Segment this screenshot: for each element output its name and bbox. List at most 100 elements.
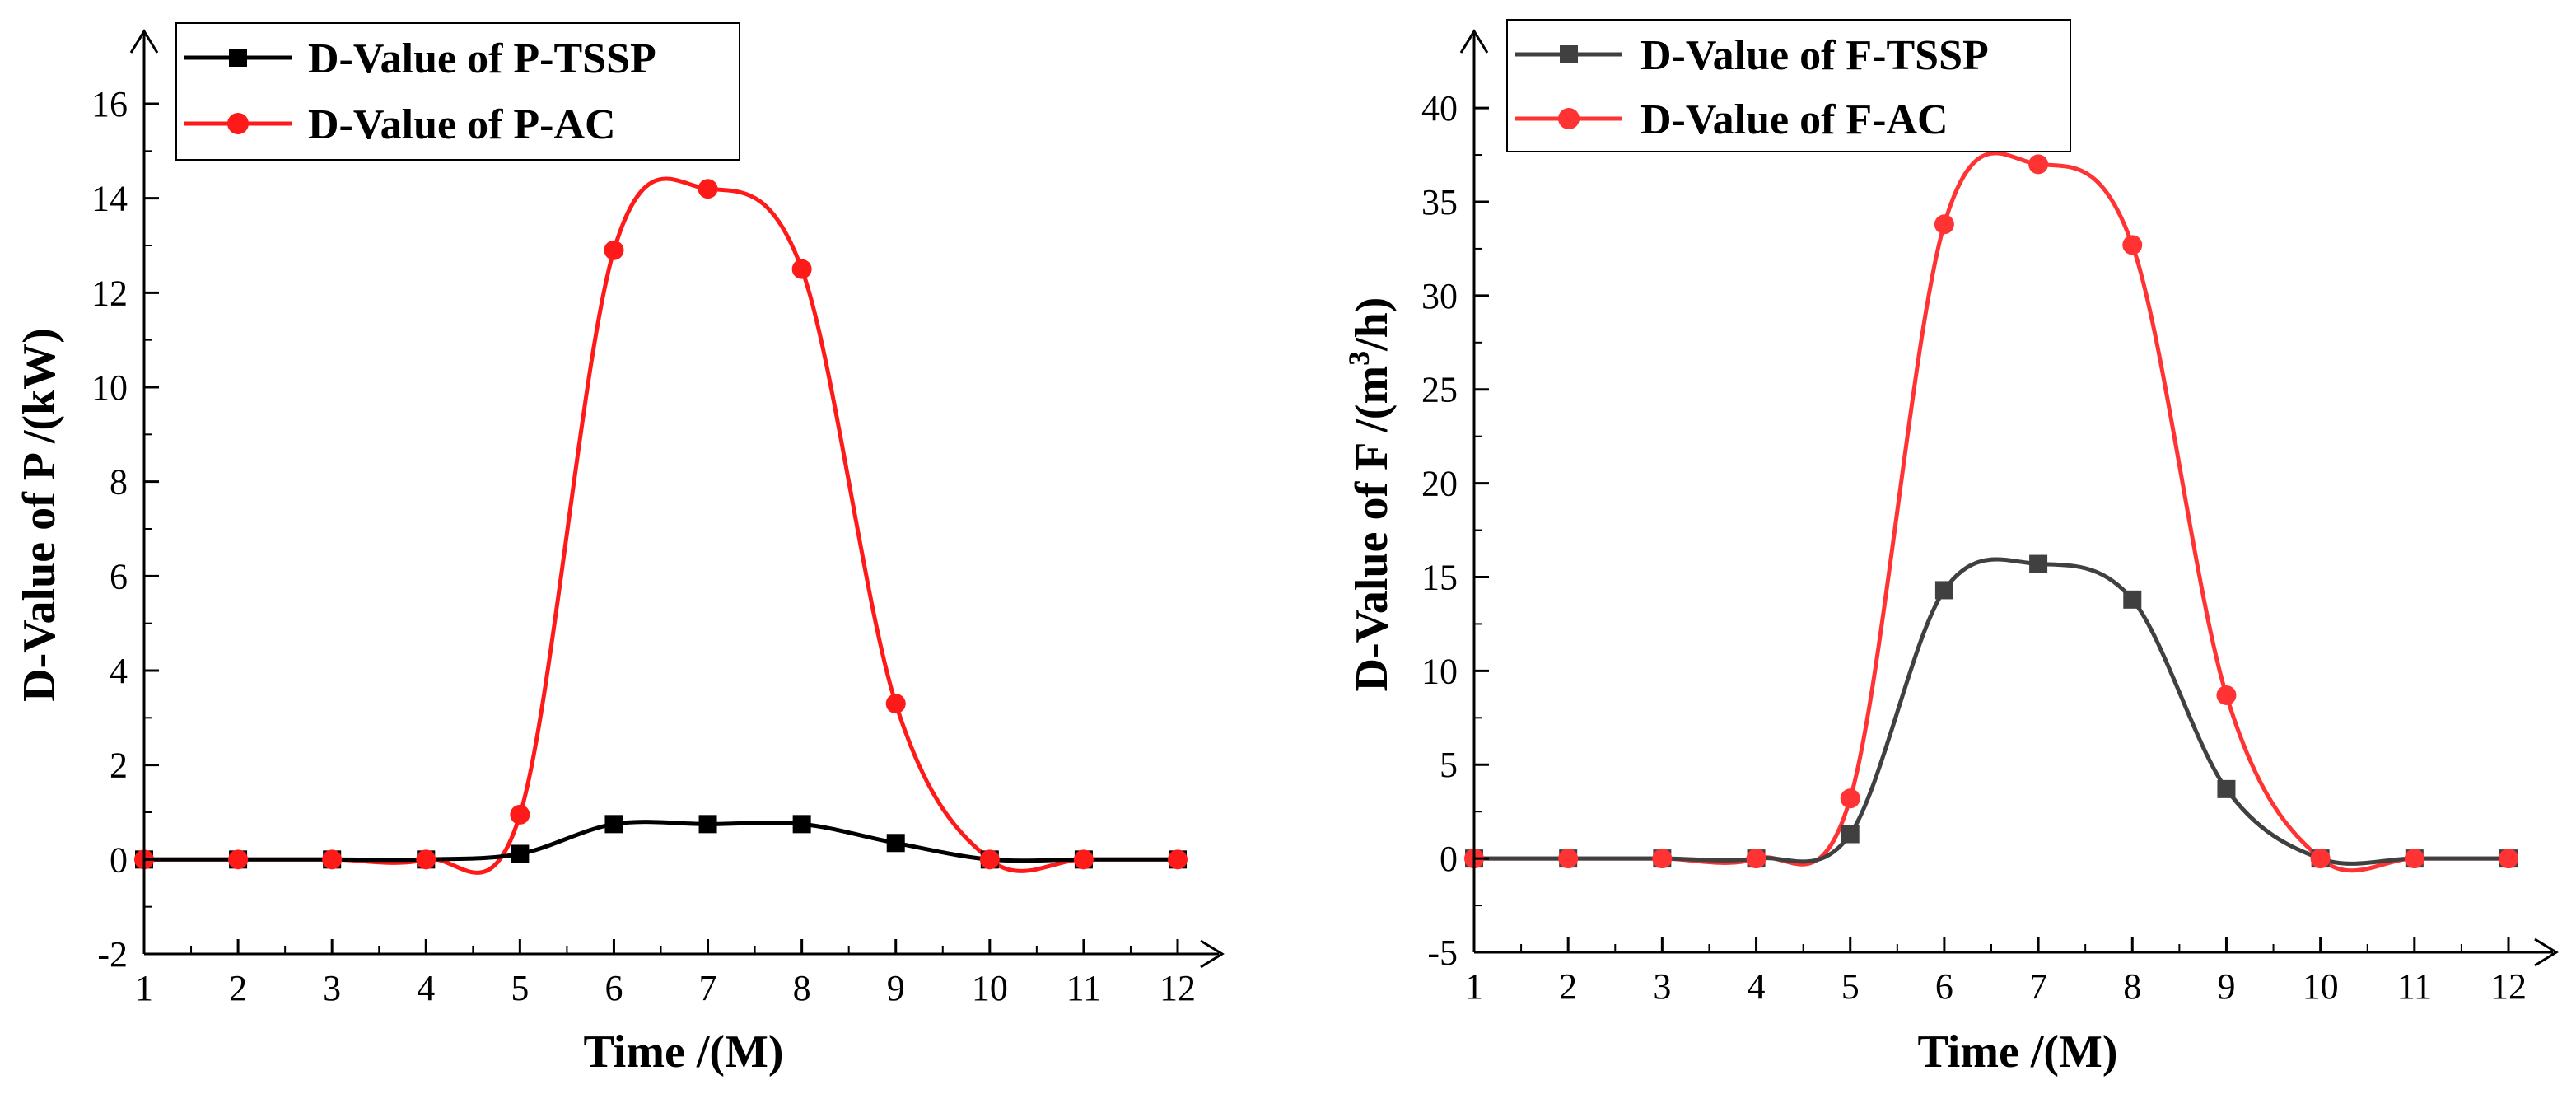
- legend-label-f-ac: D-Value of F-AC: [1640, 96, 1948, 143]
- data-point-d-value-of-p-ac: [228, 849, 249, 870]
- data-point-d-value-of-p-tssp: [511, 844, 530, 863]
- data-point-d-value-of-f-tssp: [1934, 581, 1953, 600]
- y-tick-label: 12: [91, 273, 128, 313]
- x-tick-label: 1: [135, 968, 153, 1008]
- data-point-d-value-of-p-ac: [791, 259, 812, 279]
- y-ticks: -2 0 2 4 6 8 10 12 14 16: [91, 84, 159, 975]
- series-line-d-value-of-f-ac: [1474, 151, 2508, 873]
- series-group: [1464, 151, 2518, 873]
- data-point-d-value-of-f-ac: [1746, 849, 1766, 869]
- y-tick-label: 30: [1421, 276, 1458, 316]
- y-axis-arrow: [1459, 29, 1489, 54]
- data-point-d-value-of-f-ac: [1652, 849, 1673, 869]
- data-point-d-value-of-f-tssp: [2029, 554, 2048, 573]
- data-point-d-value-of-f-ac: [2122, 235, 2143, 255]
- x-axis-arrow: [1200, 939, 1225, 969]
- data-point-d-value-of-f-ac: [1934, 214, 1954, 235]
- legend-marker-p-ac: [227, 113, 249, 134]
- x-tick-label: 2: [229, 968, 247, 1008]
- series-group: [134, 176, 1188, 875]
- y-tick-label: -2: [97, 934, 128, 975]
- y-tick-label: 35: [1421, 182, 1458, 222]
- y-tick-label: 15: [1421, 557, 1458, 597]
- data-point-d-value-of-f-ac: [1840, 788, 1860, 809]
- legend: D-Value of F-TSSP D-Value of F-AC: [1506, 19, 2071, 152]
- x-tick-label: 5: [1841, 966, 1860, 1007]
- data-point-d-value-of-f-ac: [2310, 849, 2331, 869]
- x-tick-label: 10: [972, 968, 1008, 1008]
- x-axis-title: Time /(M): [1917, 1026, 2117, 1078]
- y-axis-title: D-Value of F /(m3/h): [1342, 297, 1398, 692]
- x-tick-label: 4: [1748, 966, 1766, 1007]
- y-tick-label: 14: [91, 179, 128, 219]
- legend-label-p-tssp: D-Value of P-TSSP: [308, 35, 656, 82]
- data-point-d-value-of-p-tssp: [698, 815, 717, 834]
- data-point-d-value-of-p-tssp: [886, 834, 905, 853]
- data-point-d-value-of-p-ac: [510, 804, 530, 825]
- x-minor-ticks: [190, 946, 1132, 954]
- data-point-d-value-of-p-ac: [1168, 849, 1188, 870]
- data-point-d-value-of-f-ac: [2404, 849, 2424, 869]
- series-line-d-value-of-p-tssp: [144, 820, 1178, 863]
- y-tick-label: 25: [1421, 370, 1458, 410]
- y-axis-arrow: [129, 29, 159, 54]
- data-point-d-value-of-f-tssp: [2217, 779, 2236, 798]
- legend: D-Value of P-TSSP D-Value of P-AC: [175, 22, 740, 161]
- legend-marker-p-tssp: [229, 49, 247, 67]
- y-tick-label: 8: [110, 462, 128, 503]
- data-point-d-value-of-f-ac: [2028, 154, 2049, 175]
- y-tick-label: 0: [1440, 839, 1458, 879]
- y-tick-label: 5: [1440, 745, 1458, 785]
- x-tick-label: 8: [793, 968, 811, 1008]
- x-tick-label: 7: [699, 968, 717, 1008]
- y-tick-label: -5: [1427, 933, 1458, 973]
- data-point-d-value-of-p-ac: [322, 849, 343, 870]
- data-point-d-value-of-f-tssp: [1841, 825, 1860, 844]
- data-point-d-value-of-p-ac: [604, 240, 624, 260]
- y-tick-label: 0: [110, 839, 128, 880]
- x-minor-ticks: [1520, 944, 2462, 952]
- data-point-d-value-of-p-ac: [885, 694, 906, 714]
- y-axis-title-part: /h): [1346, 297, 1398, 352]
- x-tick-label: 6: [604, 968, 623, 1008]
- y-tick-label: 10: [1421, 651, 1458, 691]
- series-line-d-value-of-f-tssp: [1474, 557, 2508, 866]
- y-axis-title: D-Value of P /(kW): [14, 328, 65, 702]
- data-point-d-value-of-p-ac: [416, 849, 436, 870]
- y-tick-label: 10: [91, 367, 128, 408]
- x-tick-label: 6: [1935, 966, 1953, 1007]
- data-point-d-value-of-f-ac: [1558, 849, 1579, 869]
- y-tick-label: 2: [110, 746, 128, 786]
- data-point-d-value-of-f-ac: [2216, 685, 2237, 705]
- legend-label-f-tssp: D-Value of F-TSSP: [1640, 32, 1989, 79]
- x-tick-label: 4: [417, 968, 435, 1008]
- x-tick-label: 12: [1160, 968, 1196, 1008]
- y-axis-title-superscript: 3: [1342, 351, 1375, 366]
- legend-marker-f-ac: [1558, 108, 1580, 129]
- y-tick-label: 40: [1421, 88, 1458, 129]
- legend-marker-f-tssp: [1560, 45, 1578, 63]
- data-point-d-value-of-f-ac: [2499, 849, 2518, 869]
- data-point-d-value-of-p-tssp: [604, 815, 623, 834]
- data-point-d-value-of-p-ac: [1073, 849, 1094, 870]
- series-line-d-value-of-p-ac: [144, 176, 1178, 875]
- x-ticks: 1 2 3 4 5 6 7 8 9 10 11 12: [135, 939, 1196, 1008]
- y-axis-title-part: D-Value of F /(m: [1346, 366, 1398, 692]
- x-tick-label: 2: [1559, 966, 1577, 1007]
- y-tick-label: 4: [110, 651, 128, 691]
- x-axis-title: Time /(M): [583, 1026, 783, 1078]
- y-tick-label: 20: [1421, 464, 1458, 504]
- x-tick-label: 3: [1653, 966, 1671, 1007]
- data-point-d-value-of-f-tssp: [2123, 590, 2142, 609]
- x-tick-label: 8: [2123, 966, 2141, 1007]
- x-tick-label: 5: [511, 968, 529, 1008]
- x-tick-label: 11: [1066, 968, 1101, 1008]
- x-axis-arrow: [2534, 937, 2559, 967]
- legend-label-p-ac: D-Value of P-AC: [308, 101, 616, 148]
- legend-box: [1506, 19, 2071, 152]
- y-ticks: -5 0 5 10 15 20 25 30 35 40: [1421, 88, 1489, 973]
- x-tick-label: 10: [2303, 966, 2339, 1007]
